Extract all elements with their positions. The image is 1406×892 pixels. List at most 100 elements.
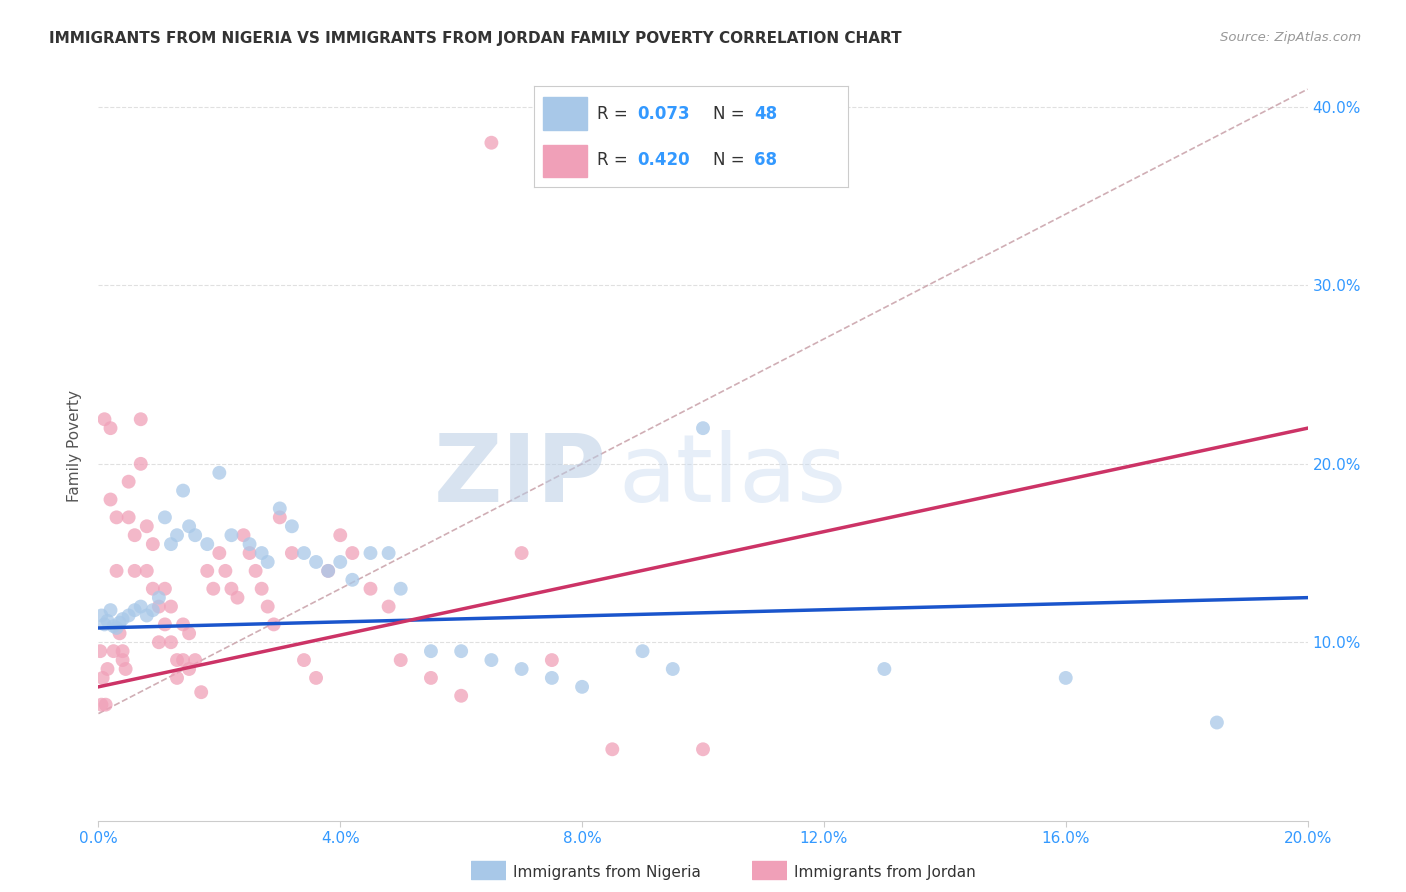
Point (148, 591, 170, 605)
Point (1054, 671, 1077, 685)
Point (135, 608, 157, 623)
Point (481, 136, 503, 150)
Point (96, 662, 118, 676)
Point (195, 537, 218, 551)
Point (195, 564, 218, 578)
Point (245, 564, 267, 578)
Point (118, 475, 141, 489)
Point (90, 698, 112, 712)
Point (166, 671, 188, 685)
Text: ZIP: ZIP (433, 430, 606, 522)
Point (184, 528, 207, 542)
Point (256, 599, 278, 614)
Point (111, 653, 134, 667)
Point (481, 653, 503, 667)
Point (540, 671, 562, 685)
Point (118, 608, 141, 623)
Point (281, 519, 304, 533)
Point (692, 421, 714, 435)
Point (1206, 715, 1229, 730)
Point (135, 564, 157, 578)
Point (631, 644, 654, 658)
Point (420, 644, 443, 658)
Point (226, 591, 249, 605)
Point (305, 671, 328, 685)
Point (269, 510, 291, 524)
Point (389, 653, 412, 667)
Point (342, 573, 364, 587)
Point (166, 653, 188, 667)
Point (111, 644, 134, 658)
Point (89, 644, 111, 658)
Point (571, 680, 593, 694)
Point (292, 653, 315, 667)
Point (450, 689, 472, 703)
Point (873, 662, 896, 676)
Point (342, 546, 364, 560)
Point (179, 626, 201, 640)
Point (221, 528, 243, 542)
Point (256, 555, 278, 569)
Point (316, 564, 339, 578)
Point (100, 492, 122, 507)
Point (172, 483, 194, 498)
Point (281, 546, 304, 560)
Point (124, 564, 146, 578)
Point (103, 619, 125, 633)
Point (329, 555, 352, 569)
Point (103, 644, 125, 658)
Text: atlas: atlas (619, 430, 846, 522)
Point (179, 662, 201, 676)
Point (129, 457, 152, 471)
Point (96, 614, 118, 628)
Point (214, 564, 236, 578)
Point (420, 671, 443, 685)
Point (124, 603, 146, 617)
Point (153, 510, 176, 524)
Point (93, 617, 115, 632)
Point (190, 685, 212, 699)
Point (692, 742, 714, 756)
Point (172, 617, 194, 632)
Text: Source: ZipAtlas.com: Source: ZipAtlas.com (1220, 31, 1361, 45)
Point (232, 528, 254, 542)
Point (540, 653, 562, 667)
Point (148, 599, 170, 614)
Point (93, 412, 115, 426)
Point (160, 537, 183, 551)
Point (269, 501, 291, 516)
Point (184, 653, 207, 667)
Point (105, 510, 128, 524)
Point (510, 546, 533, 560)
Point (329, 528, 352, 542)
Point (360, 582, 382, 596)
Point (450, 644, 472, 658)
Point (208, 466, 231, 480)
Point (305, 555, 328, 569)
Y-axis label: Family Poverty: Family Poverty (67, 390, 83, 502)
Point (202, 582, 225, 596)
Point (94, 698, 117, 712)
Point (316, 564, 339, 578)
Point (111, 612, 134, 626)
Point (129, 599, 152, 614)
Point (166, 528, 188, 542)
Point (108, 615, 131, 630)
Point (160, 599, 183, 614)
Point (114, 662, 136, 676)
Point (160, 635, 183, 649)
Point (118, 510, 141, 524)
Point (142, 537, 165, 551)
Point (108, 626, 131, 640)
Point (221, 582, 243, 596)
Point (105, 621, 128, 635)
Point (90, 608, 112, 623)
Point (142, 603, 165, 617)
Point (172, 653, 194, 667)
Point (239, 546, 262, 560)
Point (661, 662, 683, 676)
Point (250, 582, 273, 596)
Text: IMMIGRANTS FROM NIGERIA VS IMMIGRANTS FROM JORDAN FAMILY POVERTY CORRELATION CHA: IMMIGRANTS FROM NIGERIA VS IMMIGRANTS FR… (49, 31, 901, 46)
Point (148, 635, 170, 649)
Point (389, 582, 412, 596)
